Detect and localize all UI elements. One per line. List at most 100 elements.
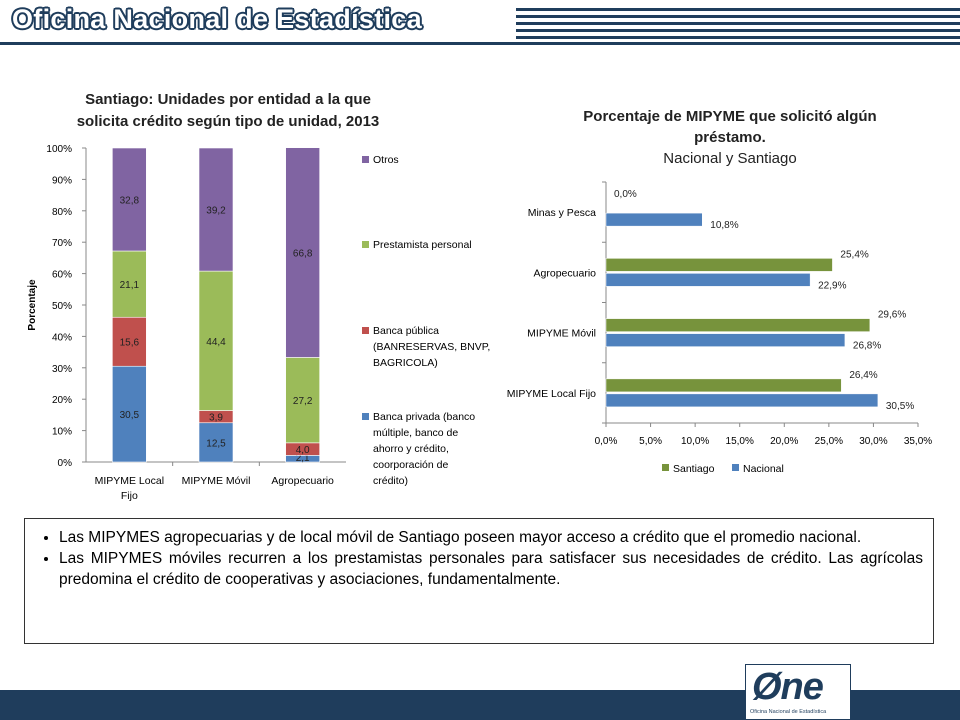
chart2-data-label: 0,0% — [614, 189, 637, 200]
chart1-ytick: 80% — [52, 207, 72, 218]
chart1-data-label: 30,5 — [120, 410, 140, 421]
chart2-legend-swatch — [732, 464, 739, 471]
chart1-ytick: 40% — [52, 332, 72, 343]
chart1-category-label: Agropecuario — [271, 475, 334, 487]
chart2-legend-label: Nacional — [743, 463, 784, 475]
chart1-bar-segment — [112, 250, 147, 318]
chart1-bar-segment — [198, 147, 234, 272]
logo-subtitle: Oficina Nacional de Estadística — [750, 709, 827, 715]
chart2-data-label: 30,5% — [886, 401, 914, 412]
chart2-bar — [605, 318, 871, 332]
chart1-ytick: 50% — [52, 301, 72, 312]
chart2-xtick: 20,0% — [770, 436, 798, 447]
chart1-ytick: 0% — [58, 458, 73, 469]
chart2-category-label: MIPYME Móvil — [527, 328, 596, 340]
chart1-bar-segment — [198, 270, 234, 411]
chart1-ytick: 100% — [46, 144, 72, 155]
chart2-data-label: 26,4% — [849, 370, 877, 381]
header-title: Oficina Nacional de Estadística — [12, 4, 422, 34]
chart1-ytick: 60% — [52, 270, 72, 281]
note-item: Las MIPYMES móviles recurren a los prest… — [59, 548, 923, 590]
chart1-title: solicita crédito según tipo de unidad, 2… — [77, 113, 380, 130]
chart1-legend-label: Prestamista personal — [373, 239, 472, 251]
chart2-xtick: 35,0% — [904, 436, 932, 447]
chart2-xtick: 25,0% — [815, 436, 843, 447]
logo-mark: Øne — [752, 666, 824, 708]
chart2-xtick: 10,0% — [681, 436, 709, 447]
chart1-bar-segment — [112, 365, 147, 463]
chart2-data-label: 10,8% — [710, 220, 738, 231]
chart1-ytick: 30% — [52, 364, 72, 375]
chart2-bar — [605, 333, 846, 347]
chart2-bar — [605, 258, 833, 272]
chart2-bar — [605, 378, 842, 393]
chart2-category-label: Minas y Pesca — [528, 207, 596, 219]
chart1-bar-segment — [285, 442, 320, 456]
chart1-ytick: 20% — [52, 395, 72, 406]
chart1-data-label: 39,2 — [206, 206, 226, 217]
chart1-legend-label: (BANRESERVAS, BNVP, — [373, 341, 490, 353]
chart1-bar-segment — [285, 455, 320, 463]
chart1-data-label: 3,9 — [209, 413, 223, 424]
chart2-bar — [605, 212, 703, 227]
chart1-bar-segment — [112, 147, 147, 252]
chart1-legend-swatch — [362, 241, 369, 248]
chart1-data-label: 32,8 — [120, 195, 140, 206]
chart1-ytick: 90% — [52, 175, 72, 186]
chart1-data-label: 15,6 — [120, 338, 140, 349]
chart2-bar — [605, 393, 879, 408]
chart2-xtick: 5,0% — [639, 436, 662, 447]
chart2-xtick: 30,0% — [859, 436, 887, 447]
chart1-legend-label: Banca privada (banco — [373, 411, 475, 423]
chart1-legend-label: coorporación de — [373, 459, 448, 471]
chart1-legend-swatch — [362, 327, 369, 334]
header-rule — [0, 42, 960, 45]
chart1-legend-label: Banca pública — [373, 325, 439, 337]
chart1-data-label: 44,4 — [206, 337, 226, 348]
chart1-legend-swatch — [362, 413, 369, 420]
chart2-data-label: 22,9% — [818, 280, 846, 291]
chart1-bar-segment — [285, 147, 320, 358]
chart2-subtitle: Nacional y Santiago — [663, 150, 796, 167]
chart1-data-label: 21,1 — [120, 280, 140, 291]
chart2-title: préstamo. — [694, 129, 766, 146]
chart2-bar — [605, 273, 811, 287]
chart1-bar-segment — [198, 422, 234, 463]
chart2-data-label: 25,4% — [840, 249, 868, 260]
chart2-data-label: 26,8% — [853, 341, 881, 352]
chart2-title: Porcentaje de MIPYME que solicitó algún — [583, 108, 876, 125]
chart1-data-label: 66,8 — [293, 249, 313, 260]
chart2-xtick: 0,0% — [595, 436, 618, 447]
chart1-legend-label: múltiple, banco de — [373, 427, 458, 439]
chart2-legend-label: Santiago — [673, 463, 715, 475]
note-item: Las MIPYMES agropecuarias y de local móv… — [59, 527, 923, 548]
chart1-category-label: MIPYME Local — [95, 475, 164, 487]
chart2-legend-swatch — [662, 464, 669, 471]
chart2-category-label: Agropecuario — [534, 267, 597, 279]
chart1-ytick: 70% — [52, 238, 72, 249]
chart1-category-label: Fijo — [121, 490, 138, 502]
one-logo: Øne Oficina Nacional de Estadística — [745, 664, 851, 720]
chart1-bar-segment — [112, 316, 147, 367]
chart1-legend-label: Otros — [373, 154, 399, 166]
header-stripes — [516, 8, 960, 39]
chart1-ytick: 10% — [52, 427, 72, 438]
chart1-data-label: 4,0 — [296, 445, 310, 456]
chart2-xtick: 15,0% — [726, 436, 754, 447]
chart1-data-label: 12,5 — [206, 438, 226, 449]
chart1-legend-swatch — [362, 156, 369, 163]
notes-box: Las MIPYMES agropecuarias y de local móv… — [24, 518, 934, 644]
chart1-title: Santiago: Unidades por entidad a la que — [85, 91, 371, 108]
chart1-category-label: MIPYME Móvil — [182, 475, 251, 487]
chart1-data-label: 2,1 — [296, 453, 310, 464]
chart1-data-label: 27,2 — [293, 396, 313, 407]
chart1-legend-label: ahorro y crédito, — [373, 443, 449, 455]
chart1-bar-segment — [198, 410, 234, 424]
chart2-data-label: 29,6% — [878, 310, 906, 321]
chart1-legend-label: BAGRICOLA) — [373, 357, 438, 369]
chart1-bar-segment — [285, 357, 320, 444]
header: Oficina Nacional de Estadística — [0, 0, 960, 45]
chart1-ylabel: Porcentaje — [27, 279, 38, 331]
chart1-legend-label: crédito) — [373, 475, 408, 487]
chart2-category-label: MIPYME Local Fijo — [507, 388, 596, 400]
